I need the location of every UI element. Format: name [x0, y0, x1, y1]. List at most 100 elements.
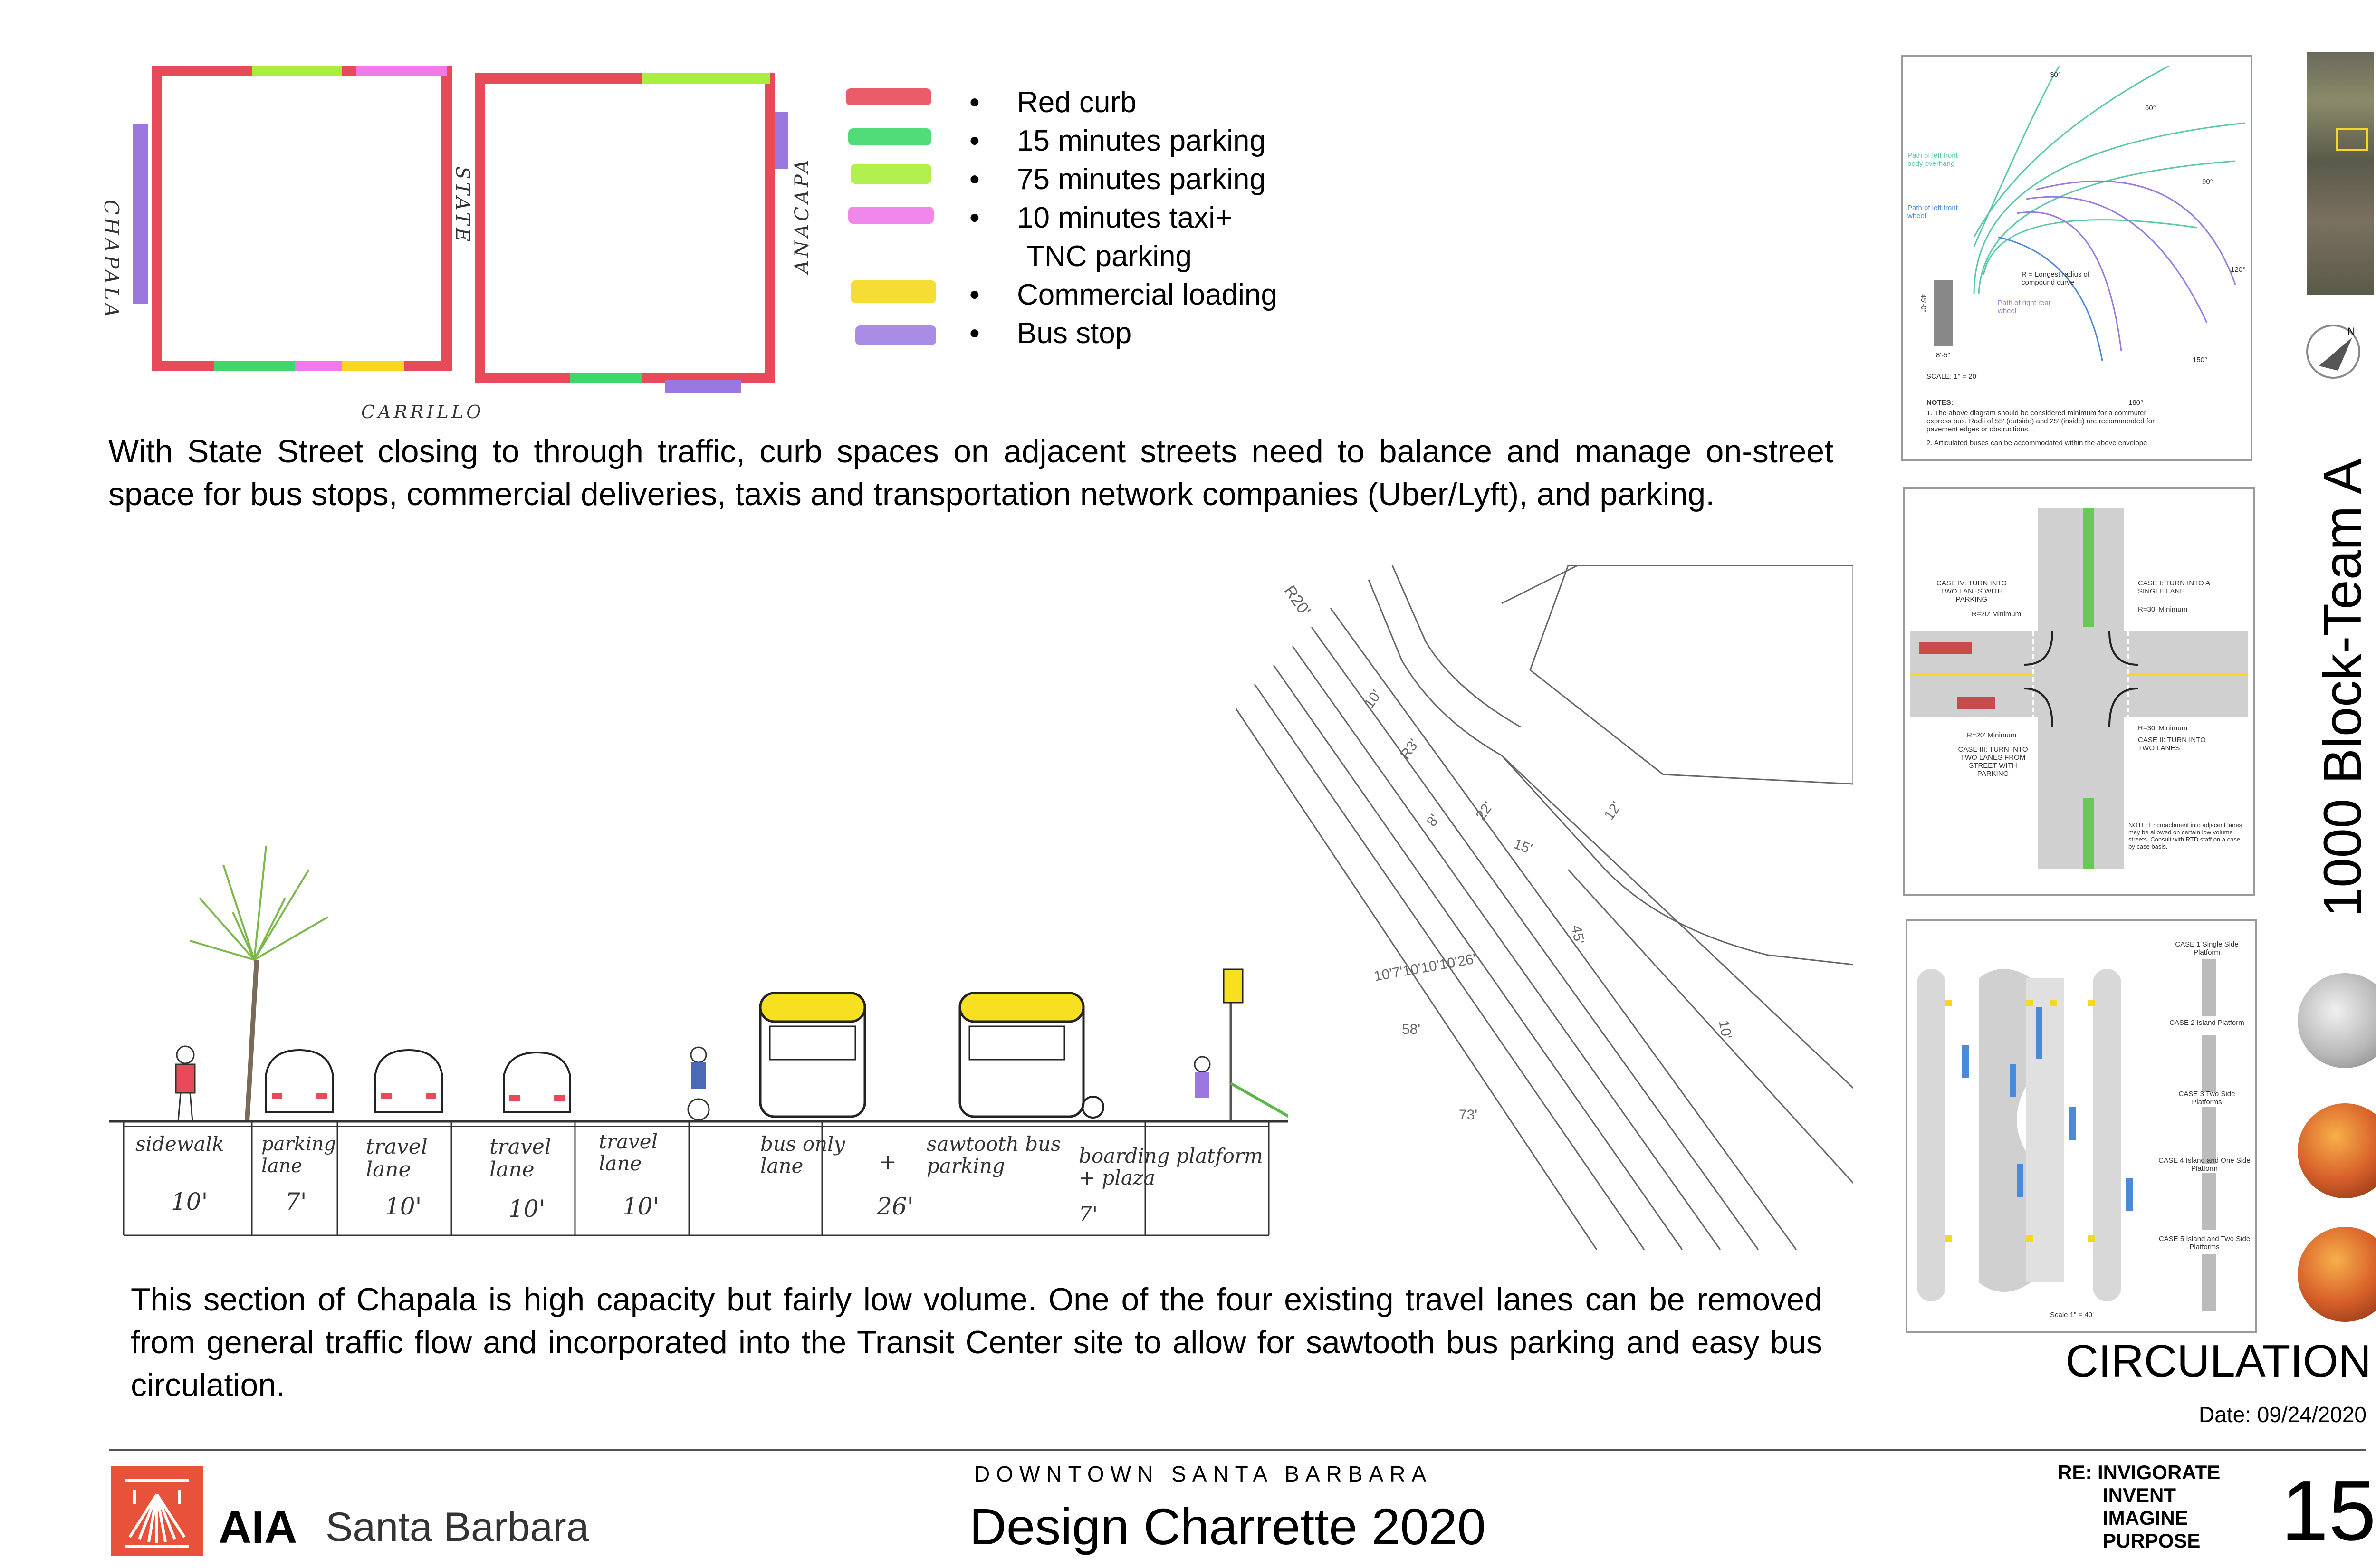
angle-label: 90° [2202, 178, 2213, 186]
orange-sphere-image [2298, 1227, 2376, 1322]
platform-drawing [1917, 959, 2216, 1311]
angle-label: 180° [2128, 399, 2144, 407]
case-i-label: CASE I: TURN INTO A SINGLE LANE [2138, 579, 2210, 595]
case-iv-radius: R=20' Minimum [1972, 610, 2022, 618]
legend-swatch-15min [848, 128, 931, 145]
intersection-drawing [1910, 508, 2248, 869]
legend-swatch-loading [851, 280, 936, 303]
intersection-note: NOTE: Encroachment into adjacent lanes m… [2128, 822, 2242, 850]
block-curb-drawing [133, 66, 788, 393]
street-label-anacapa: ANACAPA [791, 157, 813, 274]
case-ii-radius: R=30' Minimum [2138, 724, 2188, 732]
turning-label: R = Longest radius of compound curve [2022, 270, 2090, 287]
plan-dim-label: 73' [1459, 1107, 1478, 1123]
street-label-carrillo: CARRILLO [361, 402, 484, 422]
re-line: PURPOSE [2103, 1530, 2201, 1552]
segment-label-travel-lane-2: travel lane [489, 1135, 551, 1182]
block-curb-sketch: CHAPALA STATE ANACAPA CARRILLO [95, 48, 813, 428]
legend-swatch-75min [851, 164, 931, 184]
segment-width-bus: 26' [877, 1193, 914, 1220]
aia-logo [111, 1466, 203, 1556]
turning-arcs-drawing [1934, 65, 2245, 361]
platform-case-label: CASE 2 Island Platform [2169, 1019, 2244, 1027]
turning-label: Path of left front wheel [1907, 204, 1958, 220]
plan-dim-label: 45' [1568, 924, 1587, 946]
legend-swatch-bus [855, 325, 936, 345]
map-highlight-box [2336, 128, 2368, 151]
street-label-chapala: CHAPALA [100, 200, 123, 321]
aia-logo-text: AIA [219, 1502, 297, 1553]
case-iii-label: CASE III: TURN INTO TWO LANES FROM STREE… [1958, 746, 2028, 778]
legend-item: Bus stop [969, 314, 1277, 353]
north-arrow-icon: N [2306, 325, 2360, 379]
notes-line: 1. The above diagram should be considere… [1926, 409, 2155, 433]
section-title: CIRCULATION [2065, 1336, 2371, 1386]
notes-title: NOTES: [1926, 399, 1954, 407]
plan-dim-label: 10' [1715, 1019, 1734, 1041]
aerial-map-thumbnail [2307, 52, 2374, 295]
angle-label: 120° [2231, 266, 2246, 274]
sidebar-title: 1000 Block-Team A [2313, 459, 2372, 917]
platform-case-label: CASE 5 Island and Two Side Platforms [2158, 1235, 2251, 1251]
case-iv-label: CASE IV: TURN INTO TWO LANES WITH PARKIN… [1936, 579, 2007, 603]
segment-width-travel-lane-3: 10' [623, 1193, 660, 1220]
case-ii-label: CASE II: TURN INTO TWO LANES [2138, 736, 2206, 752]
footer-title: Design Charrette 2020 [969, 1498, 1486, 1555]
transit-center-plan: R20' 10' R3' 8' 22' 12' 15' 10'7'10'10'1… [1236, 565, 1853, 1250]
footer-rule [109, 1449, 2366, 1451]
platform-scale: Scale 1" = 40' [2050, 1311, 2094, 1319]
segment-width-travel-lane-2: 10' [508, 1195, 546, 1223]
angle-label: 150° [2193, 356, 2208, 364]
moon-image [2298, 973, 2376, 1068]
turning-label: SCALE: 1" = 20' [1926, 373, 1978, 381]
platform-cases-diagram: CASE 1 Single Side Platform CASE 2 Islan… [1906, 919, 2257, 1333]
segment-label-travel-lane-3: travel lane [599, 1130, 658, 1175]
bus-turning-diagram: 30° 60° 90° 120° 150° 180° Path of left … [1901, 55, 2252, 461]
platform-case-label: CASE 1 Single Side Platform [2175, 940, 2239, 956]
page-number: 15 [2281, 1463, 2376, 1558]
segment-label-boarding-platform: boarding platform + plaza [1079, 1144, 1263, 1189]
turning-label: 45'-0" [1919, 294, 1927, 313]
transit-center-plan-drawing [1236, 565, 1853, 1250]
turning-label: 8'-5" [1936, 351, 1950, 359]
segment-label-travel-lane-1: travel lane [366, 1135, 428, 1182]
turning-label: Path of right rear wheel [1998, 299, 2051, 315]
orange-sphere-image [2298, 1103, 2376, 1198]
street-section-drawing [109, 845, 1298, 1236]
legend-item: Commercial loading [969, 276, 1277, 314]
legend-swatch-taxi [848, 207, 934, 224]
street-section-sketch: sidewalk 10' parking lane 7' travel lane… [109, 817, 1298, 1254]
case-i-radius: R=30' Minimum [2138, 605, 2188, 613]
segment-label-bus-only-lane: bus only lane [760, 1132, 845, 1177]
angle-label: 60° [2145, 104, 2156, 112]
segment-width-parking-lane: 7' [285, 1188, 307, 1215]
legend-list: Red curb 15 minutes parking 75 minutes p… [969, 83, 1277, 353]
legend-item: Red curb [969, 83, 1277, 122]
intersection-turn-diagram: CASE IV: TURN INTO TWO LANES WITH PARKIN… [1903, 487, 2255, 896]
legend-item: 15 minutes parking [969, 122, 1277, 160]
turning-label: Path of left front body overhang [1907, 152, 1958, 168]
footer-subtitle: DOWNTOWN SANTA BARBARA [974, 1462, 1433, 1486]
segment-label-plus: + [879, 1150, 897, 1174]
plan-dim-label: 58' [1402, 1022, 1421, 1037]
angle-label: 30° [2050, 71, 2061, 79]
legend-item: 75 minutes parking [969, 160, 1277, 199]
re-line: RE: INVIGORATE [2058, 1461, 2221, 1483]
re-list: RE: INVIGORATE INVENT IMAGINE PURPOSE [2058, 1461, 2220, 1552]
segment-label-parking-lane: parking lane [261, 1133, 336, 1177]
case-iii-radius: R=20' Minimum [1967, 731, 2017, 739]
segment-width-sidewalk: 10' [171, 1188, 208, 1215]
segment-label-sawtooth: sawtooth bus parking [927, 1132, 1061, 1177]
street-label-state: STATE [451, 166, 473, 245]
aia-eagle-icon [111, 1466, 203, 1556]
notes-line: 2. Articulated buses can be accommodated… [1926, 439, 2149, 447]
segment-width-travel-lane-1: 10' [385, 1193, 422, 1220]
platform-case-label: CASE 4 Island and One Side Platform [2158, 1157, 2251, 1173]
platform-case-label: CASE 3 Two Side Platforms [2178, 1090, 2235, 1106]
aia-logo-city: Santa Barbara [326, 1504, 589, 1550]
re-line: IMAGINE [2103, 1507, 2188, 1529]
segment-label-sidewalk: sidewalk [135, 1132, 224, 1156]
legend-swatch-red [846, 88, 931, 105]
re-line: INVENT [2103, 1484, 2176, 1506]
paragraph-chapala-capacity: This section of Chapala is high capacity… [131, 1281, 1822, 1403]
